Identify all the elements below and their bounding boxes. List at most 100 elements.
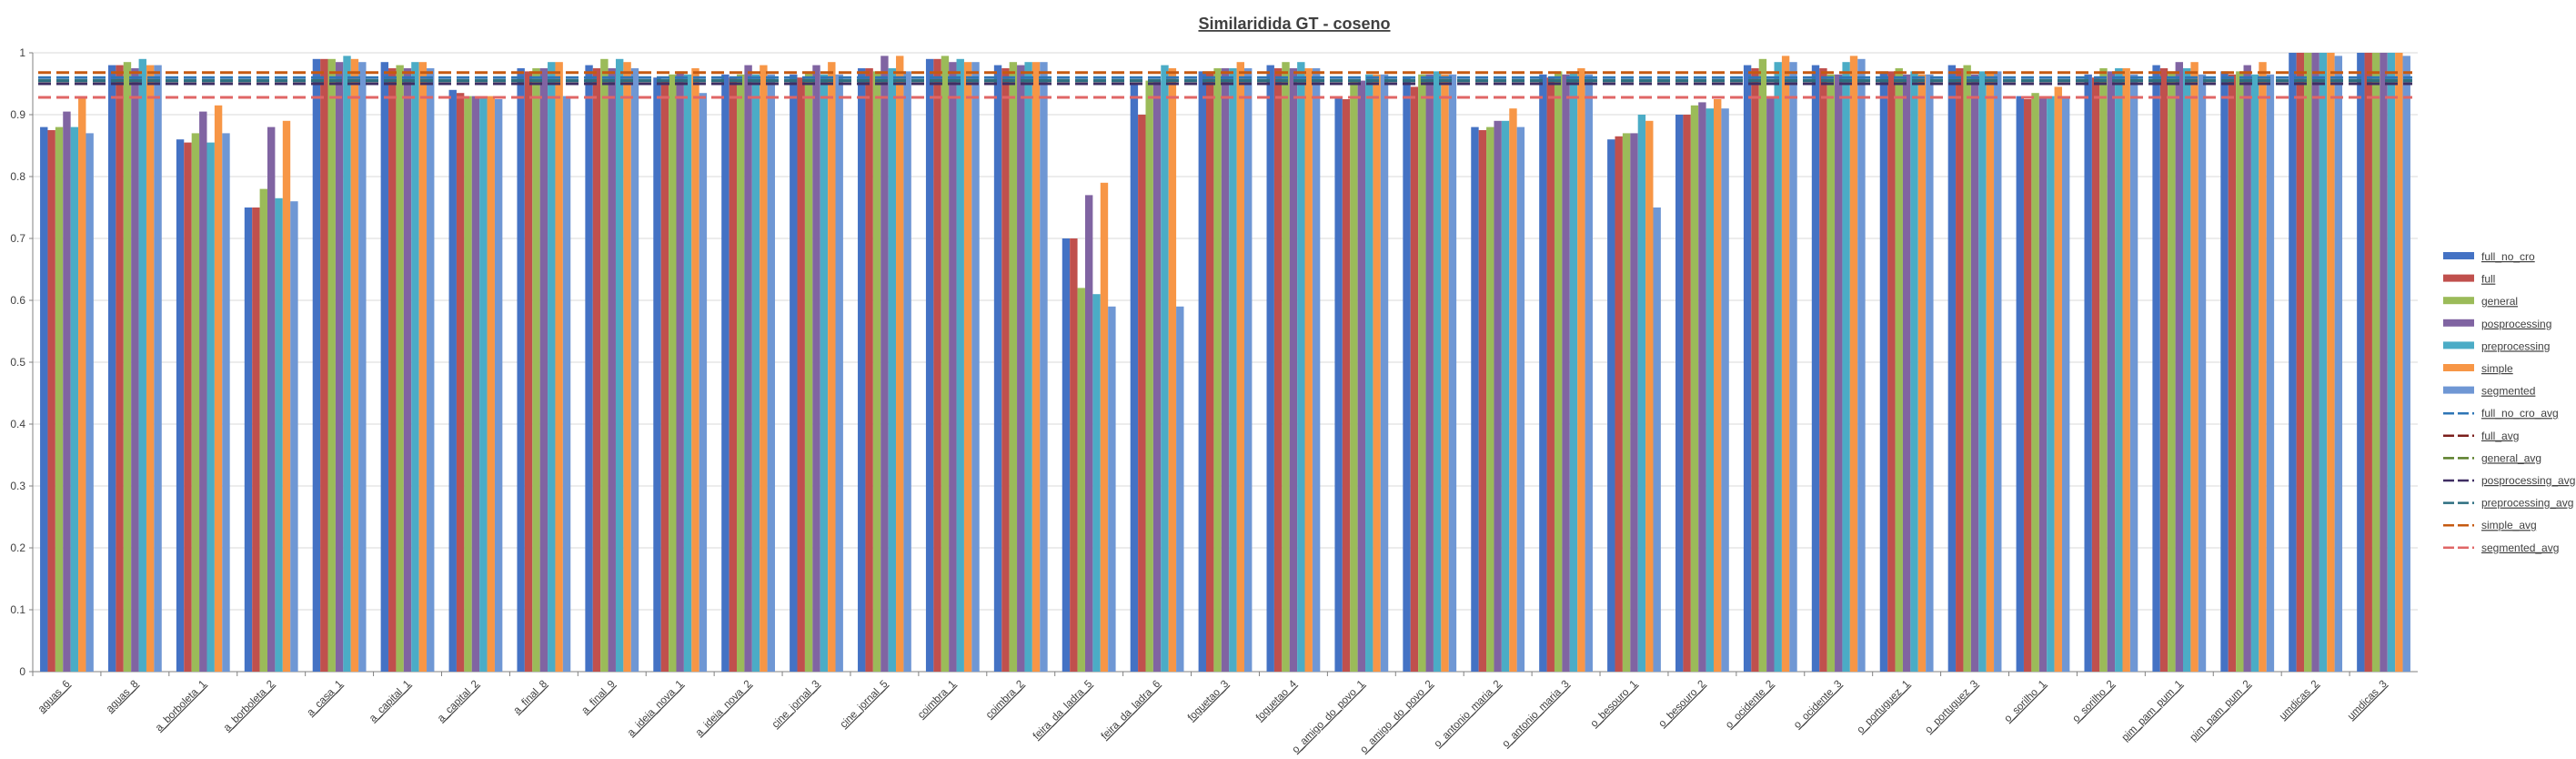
bar-full_no_cro xyxy=(2357,53,2365,672)
bar-full xyxy=(184,142,192,673)
bar-full_no_cro xyxy=(1743,65,1752,673)
bar-full_no_cro xyxy=(2289,53,2297,672)
bar-full xyxy=(1001,68,1010,672)
bar-simple xyxy=(1645,120,1654,673)
bar-segmented xyxy=(1176,306,1184,672)
bar-posprocessing xyxy=(1152,80,1162,673)
bar-preprocessing xyxy=(138,58,146,673)
bar-segmented xyxy=(1040,62,1048,672)
bar-preprocessing xyxy=(2250,74,2259,673)
bar-posprocessing xyxy=(2107,71,2116,672)
bar-full xyxy=(47,130,55,672)
chart-title: Similaridida GT - coseno xyxy=(1198,15,1390,33)
bar-full xyxy=(1546,77,1555,672)
bar-posprocessing xyxy=(2380,53,2388,672)
x-tick-label: a_borboleta_2 xyxy=(222,679,277,734)
bar-posprocessing xyxy=(2038,96,2048,673)
bar-segmented xyxy=(1994,71,2002,672)
x-tick-label: aguas_8 xyxy=(105,679,141,715)
bar-simple xyxy=(1236,62,1244,672)
bar-full xyxy=(592,68,601,672)
bar-preprocessing xyxy=(548,62,556,672)
bar-preprocessing xyxy=(206,142,215,673)
bar-posprocessing xyxy=(2243,65,2251,673)
bar-posprocessing xyxy=(949,62,957,672)
bar-posprocessing xyxy=(1017,65,1025,673)
bar-preprocessing xyxy=(820,74,829,673)
bar-full_no_cro xyxy=(858,68,866,672)
bar-simple xyxy=(2395,53,2403,672)
bar-full xyxy=(1956,68,1964,672)
bar-segmented xyxy=(86,133,94,672)
legend-label: full xyxy=(2481,273,2495,286)
x-tick-label: pim_pam_pum_2 xyxy=(2189,679,2253,744)
bar-general xyxy=(1282,62,1290,672)
x-tick-label: pim_pam_pum_1 xyxy=(2120,679,2185,744)
bar-general xyxy=(396,65,404,673)
bar-posprocessing xyxy=(1289,68,1298,672)
bar-full_no_cro xyxy=(2152,65,2160,673)
bar-full_no_cro xyxy=(993,65,1002,673)
bar-posprocessing xyxy=(267,126,276,673)
x-tick-label: a_capital_1 xyxy=(367,679,413,724)
bar-general xyxy=(1826,74,1836,673)
bar-simple xyxy=(1849,56,1858,672)
bar-segmented xyxy=(1380,74,1389,673)
x-tick-label: feira_da_ladra_6 xyxy=(1100,679,1163,743)
bar-segmented xyxy=(1721,108,1729,672)
x-tick-label: a_ideia_nova_1 xyxy=(626,679,686,739)
bar-general xyxy=(1963,65,1971,673)
bar-full xyxy=(1206,71,1214,672)
bar-general xyxy=(1145,80,1153,673)
bar-simple xyxy=(1781,56,1790,672)
legend-label: full_no_cro xyxy=(2481,250,2535,263)
x-tick-label: cine_jornal_5 xyxy=(839,679,891,731)
bar-full_no_cro xyxy=(790,74,798,673)
bar-full_no_cro xyxy=(1062,238,1071,672)
bar-preprocessing xyxy=(1433,71,1442,672)
bar-general xyxy=(1077,288,1085,672)
bar-posprocessing xyxy=(1425,74,1434,673)
bar-general xyxy=(327,58,336,673)
bar-full_no_cro xyxy=(517,68,525,672)
bar-preprocessing xyxy=(2047,96,2055,673)
legend-swatch-simple xyxy=(2443,364,2474,371)
bar-preprocessing xyxy=(888,68,897,672)
bar-full xyxy=(2023,99,2032,672)
bar-posprocessing xyxy=(880,56,889,672)
bar-general xyxy=(600,58,609,673)
x-tick-label: cine_jornal_3 xyxy=(770,679,822,731)
bar-full_no_cro xyxy=(1130,84,1139,672)
bar-posprocessing xyxy=(131,68,139,672)
bar-general xyxy=(532,68,540,672)
bar-full xyxy=(116,65,124,673)
y-tick-label: 0.3 xyxy=(10,480,25,492)
average-lines xyxy=(38,71,2412,99)
bar-simple xyxy=(2054,86,2062,672)
bar-preprocessing xyxy=(70,126,79,673)
bar-preprocessing xyxy=(1365,74,1374,673)
bar-preprocessing xyxy=(1161,65,1169,673)
bar-full xyxy=(320,58,328,673)
bar-full_no_cro xyxy=(1198,71,1206,672)
bar-segmented xyxy=(1653,207,1661,672)
bar-full_no_cro xyxy=(1539,74,1547,673)
bar-full xyxy=(2091,77,2100,672)
bar-posprocessing xyxy=(335,62,344,672)
bar-full_no_cro xyxy=(244,207,253,672)
bar-segmented xyxy=(2129,74,2138,673)
bar-general xyxy=(2099,68,2108,672)
bar-preprocessing xyxy=(479,96,488,673)
x-tick-label: o_antonio_maria_3 xyxy=(1501,679,1572,750)
bar-preprocessing xyxy=(2387,53,2396,672)
x-tick-label: o_antonio_maria_2 xyxy=(1433,679,1504,750)
y-tick-label: 0 xyxy=(19,665,25,678)
legend-swatch-full_no_cro xyxy=(2443,252,2474,259)
bar-general xyxy=(1690,105,1699,673)
x-tick-label: coimbra_2 xyxy=(984,679,1026,721)
bar-full_no_cro xyxy=(1334,96,1343,673)
bar-full xyxy=(1887,71,1896,672)
bar-posprocessing xyxy=(1084,195,1093,672)
bar-full xyxy=(2364,53,2372,672)
